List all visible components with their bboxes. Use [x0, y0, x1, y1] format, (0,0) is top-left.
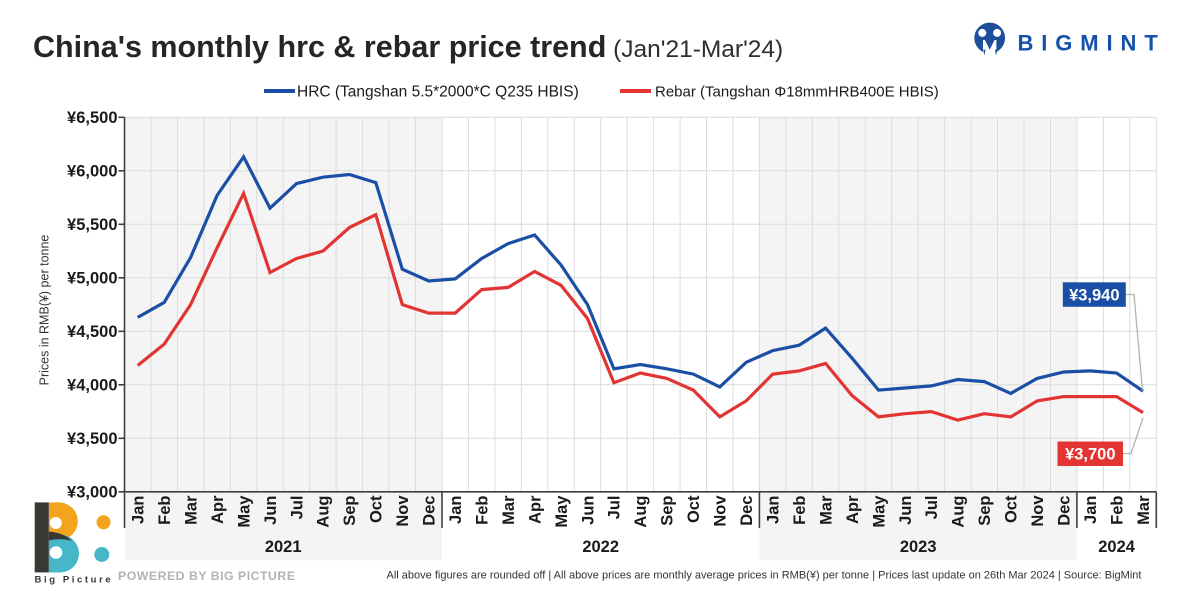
- svg-text:Feb: Feb: [791, 496, 809, 525]
- svg-text:China's monthly hrc & rebar pr: China's monthly hrc & rebar price trend …: [33, 30, 783, 64]
- svg-text:Mar: Mar: [182, 495, 200, 525]
- svg-text:Rebar (Tangshan Φ18mmHRB400E H: Rebar (Tangshan Φ18mmHRB400E HBIS): [655, 84, 939, 101]
- svg-text:Apr: Apr: [526, 495, 544, 524]
- svg-text:Sep: Sep: [976, 496, 994, 526]
- svg-text:Jan: Jan: [447, 496, 465, 524]
- svg-text:Aug: Aug: [632, 496, 650, 528]
- svg-text:¥3,940: ¥3,940: [1069, 286, 1119, 304]
- svg-text:¥5,000: ¥5,000: [67, 270, 117, 288]
- svg-text:May: May: [235, 495, 253, 528]
- svg-text:Jan: Jan: [765, 496, 783, 524]
- svg-text:Jul: Jul: [288, 496, 306, 520]
- svg-text:Nov: Nov: [712, 495, 730, 527]
- svg-text:Nov: Nov: [394, 495, 412, 527]
- svg-text:Feb: Feb: [156, 496, 174, 525]
- svg-text:POWERED BY BIG PICTURE: POWERED BY BIG PICTURE: [118, 569, 295, 583]
- svg-text:Jan: Jan: [1082, 496, 1100, 524]
- svg-text:HRC (Tangshan 5.5*2000*C Q235: HRC (Tangshan 5.5*2000*C Q235 HBIS): [297, 84, 579, 101]
- svg-text:Dec: Dec: [1056, 496, 1074, 526]
- svg-text:¥6,500: ¥6,500: [67, 109, 117, 127]
- svg-text:2024: 2024: [1098, 538, 1136, 556]
- svg-text:Oct: Oct: [685, 495, 703, 523]
- svg-text:Jun: Jun: [262, 496, 280, 525]
- svg-text:Jun: Jun: [579, 496, 597, 525]
- svg-text:Feb: Feb: [1108, 496, 1126, 525]
- svg-text:Jul: Jul: [606, 496, 624, 520]
- svg-text:May: May: [870, 495, 888, 528]
- svg-text:Sep: Sep: [659, 496, 677, 526]
- svg-text:¥3,500: ¥3,500: [67, 430, 117, 448]
- svg-text:Mar: Mar: [500, 495, 518, 525]
- svg-text:Oct: Oct: [368, 495, 386, 523]
- svg-text:2021: 2021: [265, 538, 302, 556]
- svg-text:Big Picture: Big Picture: [35, 575, 114, 586]
- svg-text:Apr: Apr: [209, 495, 227, 524]
- svg-text:May: May: [553, 495, 571, 528]
- svg-text:Dec: Dec: [738, 496, 756, 526]
- svg-text:¥4,000: ¥4,000: [67, 377, 117, 395]
- svg-text:¥3,000: ¥3,000: [67, 484, 117, 502]
- svg-text:Mar: Mar: [1135, 495, 1153, 525]
- svg-text:Mar: Mar: [817, 495, 835, 525]
- svg-text:Aug: Aug: [315, 496, 333, 528]
- svg-text:¥3,700: ¥3,700: [1065, 446, 1115, 464]
- svg-text:Prices in RMB(¥) per tonne: Prices in RMB(¥) per tonne: [38, 235, 52, 386]
- svg-text:Jun: Jun: [897, 496, 915, 525]
- svg-text:Nov: Nov: [1029, 495, 1047, 527]
- svg-text:2022: 2022: [582, 538, 619, 556]
- svg-text:All above figures are rounded: All above figures are rounded off | All …: [387, 570, 1142, 582]
- svg-text:¥5,500: ¥5,500: [67, 216, 117, 234]
- svg-text:Dec: Dec: [421, 496, 439, 526]
- svg-text:¥4,500: ¥4,500: [67, 323, 117, 341]
- svg-text:Jul: Jul: [923, 496, 941, 520]
- svg-text:Apr: Apr: [844, 495, 862, 524]
- svg-text:Feb: Feb: [474, 496, 492, 525]
- svg-text:Oct: Oct: [1003, 495, 1021, 523]
- svg-text:Sep: Sep: [341, 496, 359, 526]
- svg-text:Aug: Aug: [950, 496, 968, 528]
- svg-text:BIGMINT: BIGMINT: [1018, 30, 1166, 55]
- svg-text:¥6,000: ¥6,000: [67, 163, 117, 181]
- svg-text:Jan: Jan: [130, 496, 148, 524]
- svg-text:2023: 2023: [900, 538, 937, 556]
